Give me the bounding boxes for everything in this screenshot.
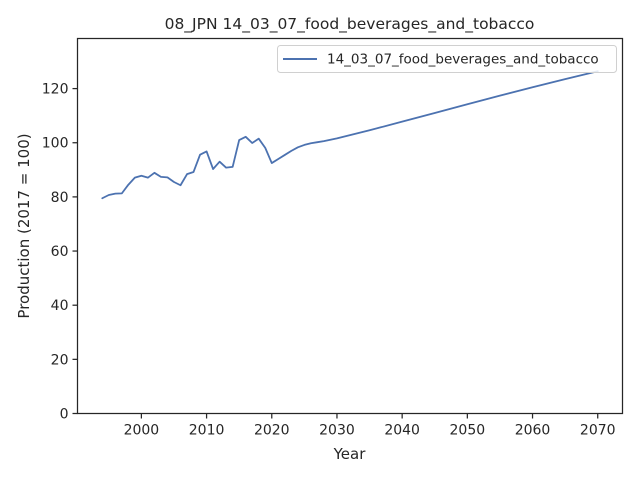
y-axis-label: Production (2017 = 100) xyxy=(15,133,33,318)
x-tick-label: 2000 xyxy=(124,423,160,439)
x-axis-ticks: 2000 2010 2020 2030 2040 2050 2060 2070 xyxy=(124,413,616,439)
x-tick-label: 2030 xyxy=(319,423,355,439)
x-tick-label: 2020 xyxy=(254,423,290,439)
legend-label: 14_03_07_food_beverages_and_tobacco xyxy=(327,52,599,68)
y-tick-label: 60 xyxy=(51,244,69,260)
series-line-0 xyxy=(101,70,599,200)
y-tick-label: 0 xyxy=(60,407,69,423)
y-tick-label: 40 xyxy=(51,298,69,314)
plot-area xyxy=(101,70,599,200)
x-tick-label: 2010 xyxy=(189,423,225,439)
x-tick-label: 2060 xyxy=(515,423,551,439)
y-tick-label: 100 xyxy=(42,136,69,152)
plot-frame xyxy=(76,37,624,415)
legend-box xyxy=(277,45,617,73)
x-tick-label: 2050 xyxy=(450,423,486,439)
x-axis-label: Year xyxy=(333,445,367,463)
x-tick-label: 2070 xyxy=(580,423,616,439)
legend: 14_03_07_food_beverages_and_tobacco xyxy=(277,45,617,73)
y-tick-label: 80 xyxy=(51,190,69,206)
x-tick-label: 2040 xyxy=(384,423,420,439)
y-tick-label: 20 xyxy=(51,352,69,368)
y-tick-label: 120 xyxy=(42,82,69,98)
y-axis-ticks: 0 20 40 60 80 100 120 xyxy=(42,82,78,423)
chart-title: 08_JPN 14_03_07_food_beverages_and_tobac… xyxy=(165,15,535,34)
